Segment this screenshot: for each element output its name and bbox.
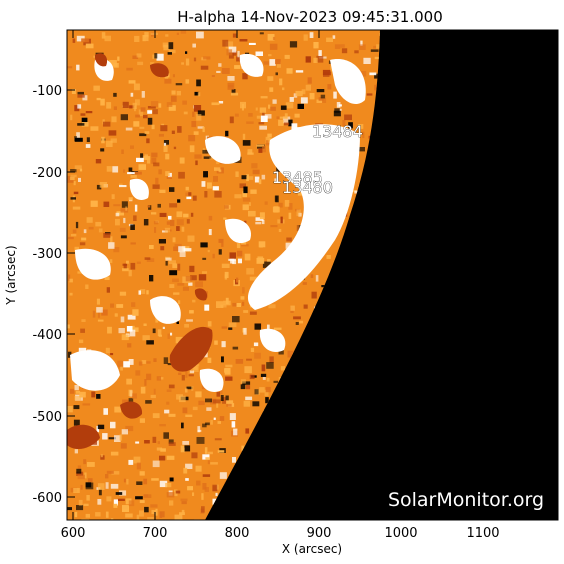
x-tick-label: 800 [225, 526, 250, 541]
x-tick-label: 700 [143, 526, 168, 541]
y-tick-label: -500 [32, 410, 62, 425]
bright-plage [70, 53, 366, 392]
x-tick-label: 1100 [466, 526, 499, 541]
y-tick-label: -300 [32, 247, 62, 262]
y-axis-label: Y (arcsec) [4, 245, 18, 305]
x-tick-label: 600 [61, 526, 86, 541]
plot-area: 13484 13485 13480 SolarMonitor.org [67, 30, 558, 520]
x-axis-label: X (arcsec) [282, 542, 342, 556]
plot-frame [66, 29, 559, 521]
y-axis: -100 -200 -300 -400 -500 -600 Y (arcsec) [4, 84, 558, 506]
plot-title: H-alpha 14-Nov-2023 09:45:31.000 [177, 8, 443, 26]
dark-features [67, 53, 213, 450]
region-label-13485: 13485 [272, 168, 323, 187]
region-label-13484: 13484 [312, 122, 363, 141]
y-tick-label: -600 [32, 491, 62, 506]
x-tick-label: 900 [307, 526, 332, 541]
y-tick-label: -200 [32, 166, 62, 181]
y-tick-label: -100 [32, 84, 62, 99]
solar-disk [67, 30, 380, 520]
y-tick-label: -400 [32, 328, 62, 343]
region-label-13480: 13480 [282, 178, 333, 197]
x-axis: 600 700 800 900 1000 1100 X (arcsec) [61, 30, 500, 556]
watermark: SolarMonitor.org [388, 489, 544, 511]
x-tick-label: 1000 [384, 526, 417, 541]
